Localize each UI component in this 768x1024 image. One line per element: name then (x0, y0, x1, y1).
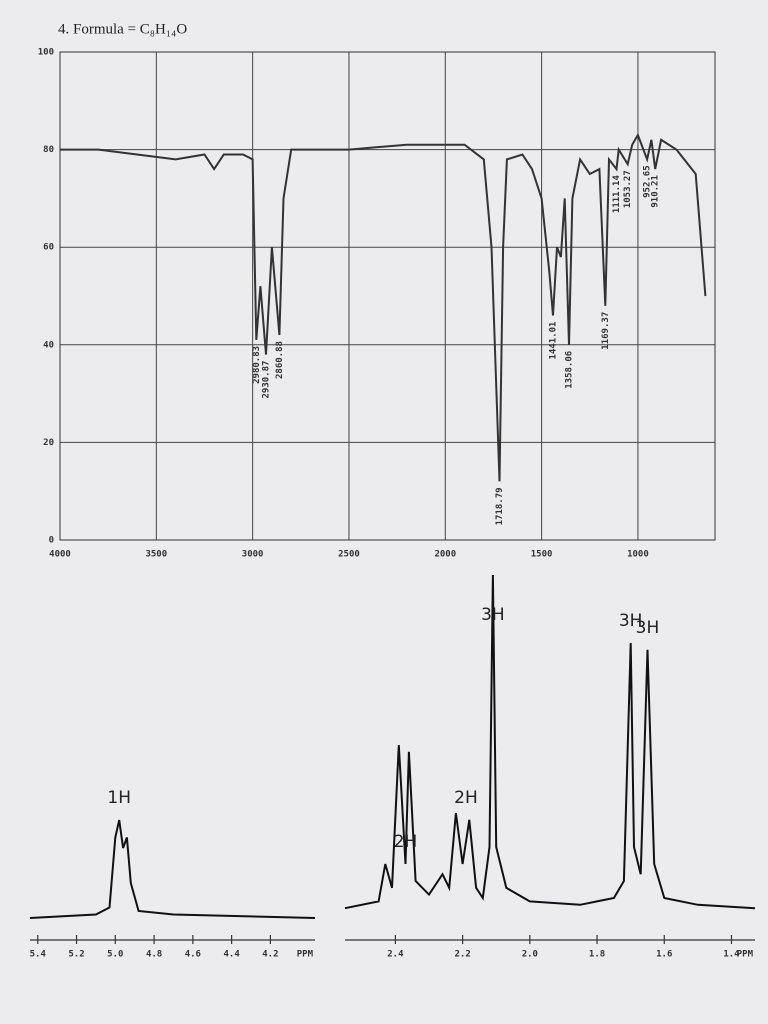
x-tick-label: 4.4 (223, 950, 240, 960)
x-tick-label: 1500 (531, 550, 553, 560)
x-tick-label: 5.2 (68, 950, 84, 960)
x-tick-label: 2.4 (387, 950, 404, 960)
spectrum-line (29, 819, 316, 919)
page-title: 4. Formula = C₈H₁₄O (58, 21, 187, 37)
integration-label: 2H (394, 832, 418, 852)
peak-label: 1053.27 (623, 170, 633, 208)
spectrum-line (60, 132, 707, 482)
peak-label: 2980.83 (252, 346, 262, 384)
plot-frame (59, 51, 716, 541)
peak-label: 952.65 (643, 165, 653, 198)
x-tick-label: 3500 (145, 550, 167, 560)
x-tick-label: 5.0 (107, 950, 123, 960)
x-tick-label: 2000 (434, 550, 456, 560)
peak-label: 2930.87 (261, 361, 271, 399)
peak-label: 1169.37 (601, 312, 611, 350)
x-tick-label: 1.4 (723, 950, 740, 960)
y-tick-label: 80 (43, 145, 54, 155)
peak-label: 1718.79 (495, 487, 505, 525)
x-tick-label: 3000 (242, 550, 264, 560)
x-tick-label: 4.8 (146, 950, 162, 960)
integration-label: 2H (454, 788, 478, 808)
x-tick-label: 4.2 (262, 950, 278, 960)
integration-label: 3H (636, 618, 660, 638)
x-tick-label: 1.8 (589, 950, 605, 960)
x-tick-label: 2.2 (454, 950, 470, 960)
integration-label: 1H (107, 788, 131, 808)
peak-label: 1358.06 (564, 351, 574, 389)
peak-label: 1111.14 (612, 175, 622, 214)
y-tick-label: 0 (49, 536, 54, 546)
peak-label: 910.21 (651, 175, 661, 208)
x-tick-label: 1000 (627, 550, 649, 560)
y-tick-label: 40 (43, 340, 54, 350)
x-tick-label: 1.6 (656, 950, 672, 960)
x-tick-label: 2.0 (522, 950, 538, 960)
x-unit: PPM (737, 950, 754, 960)
integration-label: 3H (619, 611, 643, 631)
integration-label: 3H (481, 605, 505, 625)
y-tick-label: 60 (43, 243, 54, 253)
x-tick-label: 5.4 (30, 950, 47, 960)
x-tick-label: 2500 (338, 550, 360, 560)
x-tick-label: 4000 (49, 550, 71, 560)
x-tick-label: 4.6 (185, 950, 201, 960)
y-tick-label: 100 (38, 48, 54, 58)
spectrum-line (344, 574, 756, 910)
y-tick-label: 20 (43, 438, 54, 448)
x-unit: PPM (297, 950, 314, 960)
peak-label: 1441.01 (548, 322, 558, 360)
peak-label: 2860.88 (275, 341, 285, 379)
